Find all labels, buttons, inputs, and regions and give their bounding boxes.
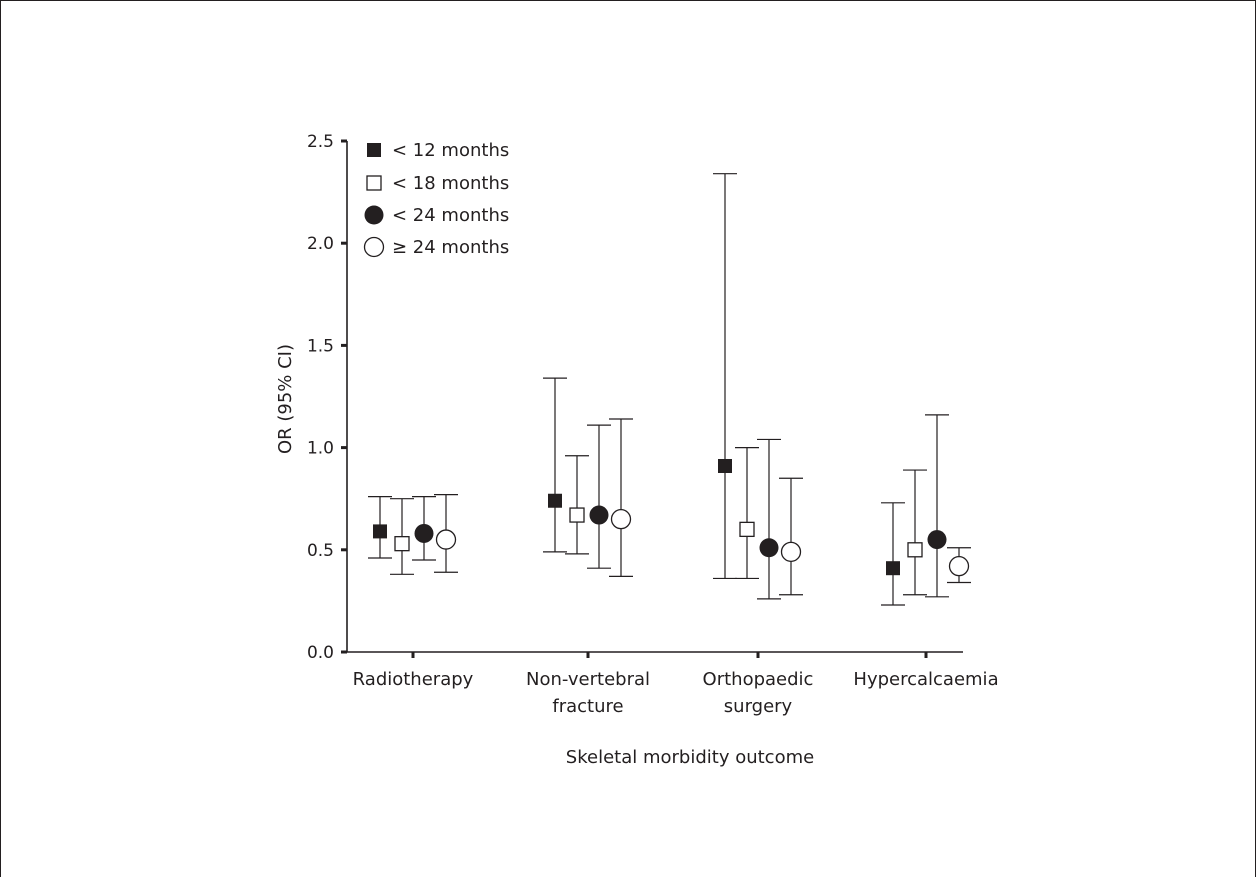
series-4: [434, 418, 971, 596]
data-point: [589, 505, 609, 525]
legend-marker: [363, 236, 385, 258]
legend-marker: [367, 143, 381, 157]
legend-item: ≥ 24 months: [363, 236, 509, 258]
y-axis-ticks: 0.0 0.5 1.0 1.5 2.0 2.5: [307, 132, 347, 663]
series-1: [368, 173, 905, 606]
y-tick-label: 1.5: [307, 336, 334, 356]
data-point: [927, 530, 947, 550]
legend-item: < 24 months: [364, 205, 509, 226]
data-point: [759, 538, 779, 558]
series-3: [412, 414, 949, 600]
legend-item: < 18 months: [366, 173, 509, 194]
legend-marker: [366, 175, 382, 191]
data-marks: [368, 173, 971, 606]
x-axis-title: Skeletal morbidity outcome: [566, 747, 814, 768]
data-point: [886, 561, 900, 576]
legend-label: ≥ 24 months: [392, 237, 509, 258]
legend-label: < 12 months: [392, 140, 509, 161]
x-category-label: Radiotherapy: [353, 669, 474, 690]
y-axis-title: OR (95% CI): [275, 344, 296, 454]
y-tick-label: 0.0: [307, 643, 334, 663]
data-point: [414, 523, 434, 543]
legend: < 12 months < 18 months < 24 months ≥ 24 mo…: [363, 140, 509, 258]
axes: [346, 141, 963, 653]
x-axis-categories: Radiotherapy Non-vertebral fracture Orthopa…: [353, 652, 999, 717]
data-point: [780, 541, 802, 562]
data-point: [394, 536, 410, 552]
series-2: [390, 447, 927, 596]
legend-label: < 24 months: [392, 205, 509, 226]
legend-item: < 12 months: [367, 140, 509, 161]
y-tick-label: 2.5: [307, 132, 334, 152]
x-category-label: Hypercalcaemia: [853, 669, 998, 690]
y-tick-label: 0.5: [307, 541, 334, 561]
data-point: [739, 521, 755, 538]
data-point: [435, 529, 457, 550]
x-category-label: Non-vertebral fracture: [526, 669, 650, 717]
legend-label: < 18 months: [392, 173, 509, 194]
data-point: [373, 524, 387, 539]
data-point: [569, 507, 585, 523]
data-point: [907, 542, 923, 558]
y-tick-label: 2.0: [307, 234, 334, 254]
data-point: [718, 458, 732, 473]
data-point: [610, 508, 632, 530]
x-category-label: Orthopaedic surgery: [703, 669, 814, 717]
legend-marker: [364, 205, 384, 225]
data-point: [548, 493, 562, 508]
y-tick-label: 1.0: [307, 439, 334, 459]
data-point: [948, 556, 970, 577]
